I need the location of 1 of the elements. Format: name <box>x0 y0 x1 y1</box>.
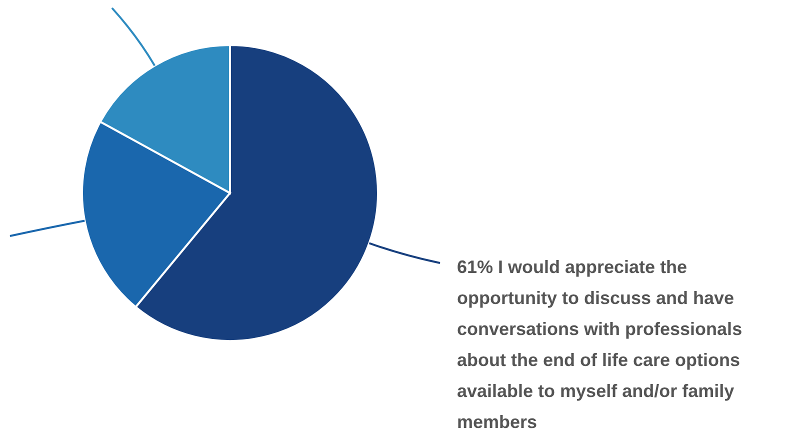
slice-label: 61% I would appreciate the opportunity to discuss and have conversations with professionals about the end of life care options available to myself and/or family members <box>457 257 742 432</box>
